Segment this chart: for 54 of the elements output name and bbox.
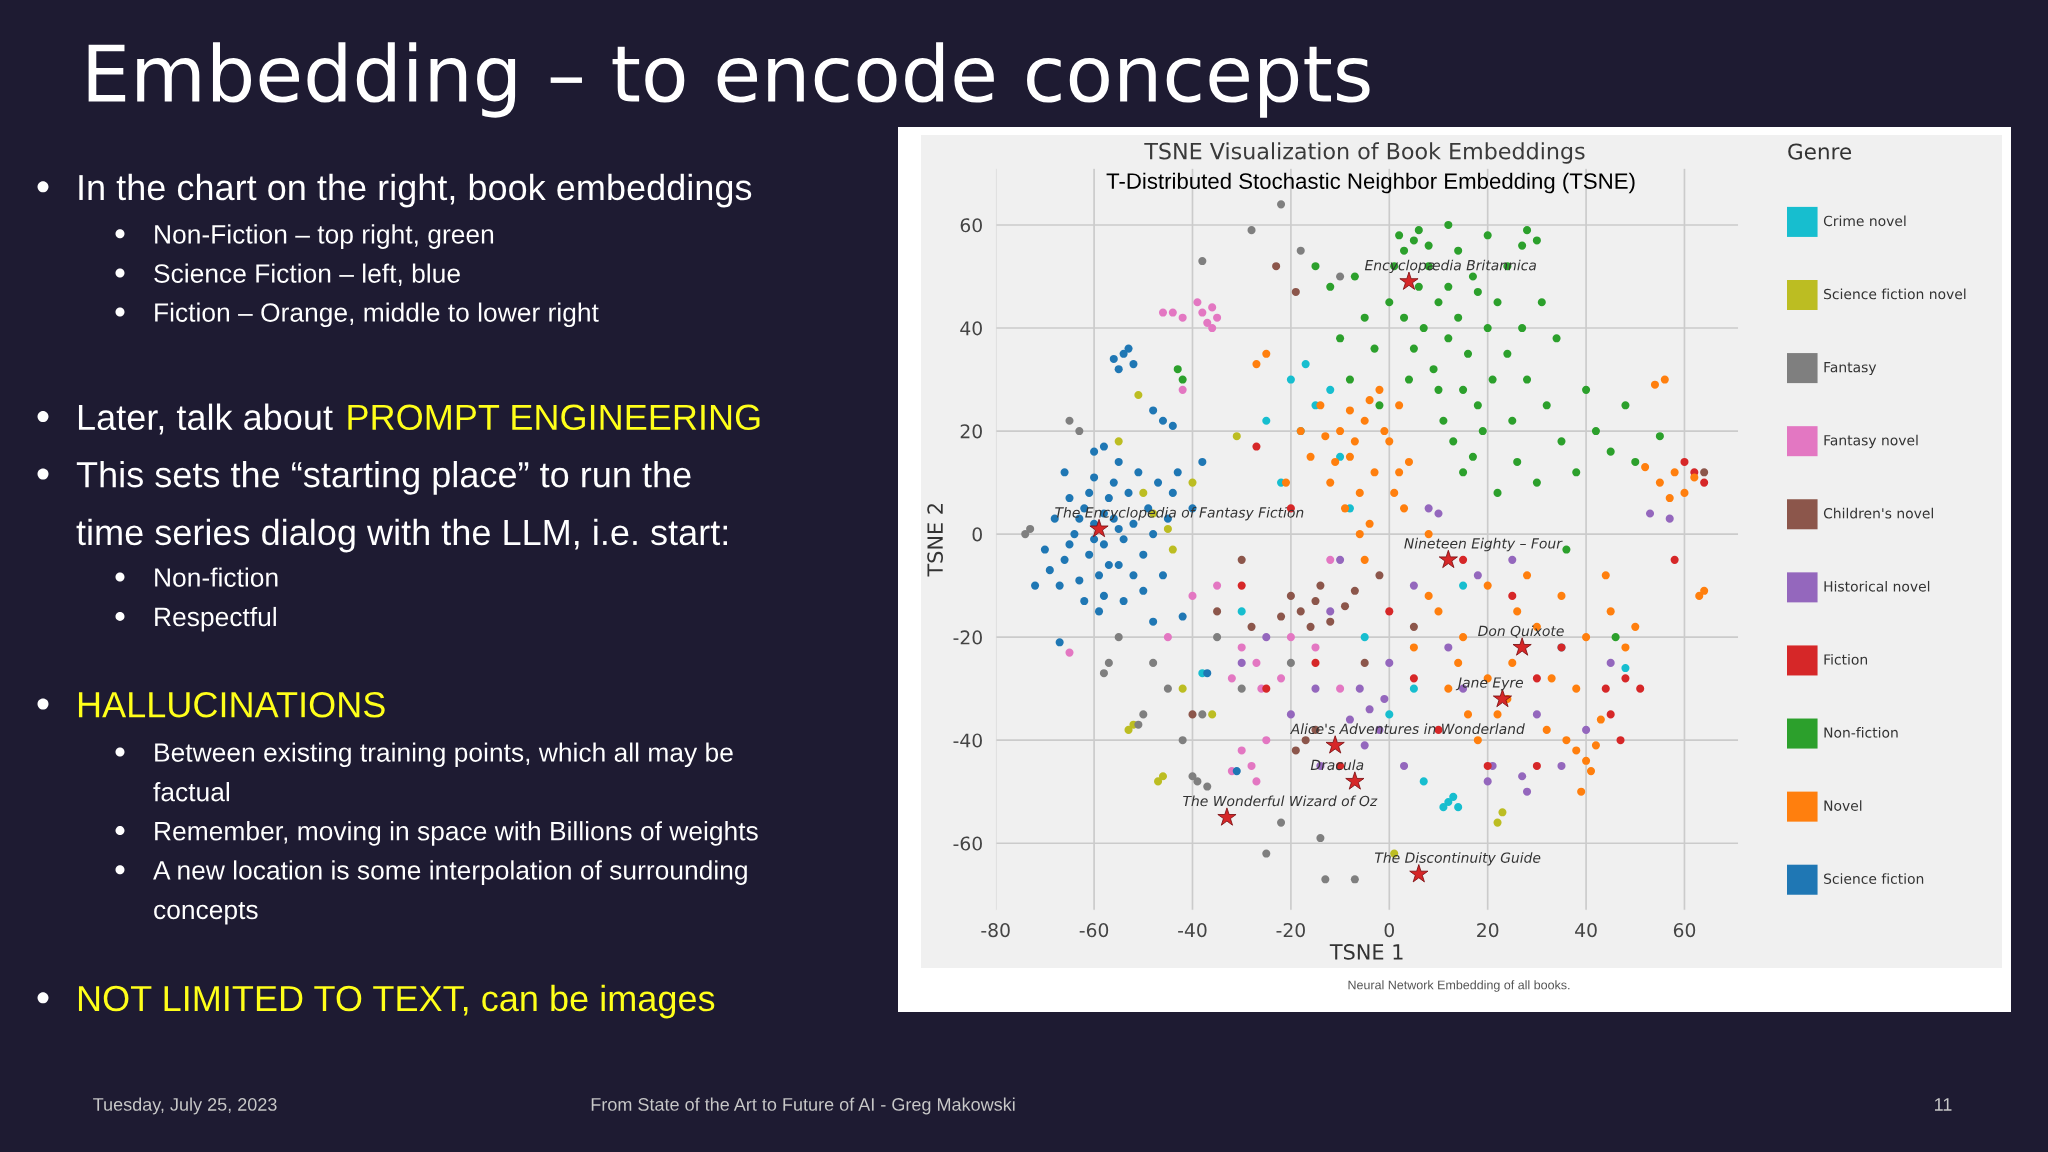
annotation: The Discontinuity Guide	[1374, 852, 1541, 866]
annotation: Jane Eyre	[1455, 677, 1523, 691]
x-tick-label: -60	[1079, 923, 1109, 938]
y-tick-label: 60	[960, 218, 982, 233]
y-tick-label: -40	[953, 733, 982, 748]
text: PROMPT ENGINEERING	[348, 404, 760, 431]
legend-label: Novel	[1824, 800, 1862, 811]
x-tick-label: 20	[1477, 923, 1499, 938]
x-tick-label: 40	[1575, 923, 1597, 938]
annotation: Nineteen Eighty – Four	[1404, 537, 1563, 552]
chart-title: TSNE Visualization of Book Embeddings	[1144, 142, 1585, 164]
legend-label: Fiction	[1824, 653, 1868, 665]
legend-label: Non-fiction	[1824, 727, 1898, 738]
text: Tuesday, July 25, 2023	[93, 1097, 277, 1115]
legend-label: Science fiction novel	[1824, 288, 1966, 300]
x-tick-label: 0	[1384, 923, 1395, 938]
legend-label: Fantasy novel	[1824, 434, 1918, 449]
text: A new location is some interpolation of surrounding concepts	[153, 860, 747, 925]
x-tick-label: -80	[981, 923, 1010, 938]
legend-label: Fantasy	[1824, 362, 1877, 376]
text: Remember, moving in space with Billions of weights	[155, 821, 758, 846]
text: HALLUCINATIONS	[78, 691, 385, 718]
text: Science Fiction – left, blue	[154, 263, 460, 286]
text: 11	[1935, 1098, 1952, 1111]
y-tick-label: -60	[953, 836, 982, 851]
y-tick-label: -20	[953, 630, 982, 645]
legend-label: Crime novel	[1823, 215, 1906, 227]
text: This sets the “starting place” to run the time series dialog with the LLM, i.e. start:	[76, 461, 727, 553]
text: Later, talk about	[78, 403, 333, 435]
y-tick-label: 0	[972, 527, 982, 542]
annotation: The Wonderful Wizard of Oz	[1183, 795, 1378, 807]
chart-subtitle: T-Distributed Stochastic Neighbor Embedding (TSNE)	[1106, 172, 1635, 194]
x-axis-title: TSNE 1	[1329, 943, 1403, 960]
legend-title: Genre	[1788, 143, 1852, 160]
y-axis-title: TSNE 2	[927, 504, 943, 577]
text: NOT LIMITED TO TEXT, can be images	[78, 984, 715, 1019]
text: Embedding – to encode concepts	[88, 42, 1370, 118]
legend-label: Science fiction	[1824, 873, 1924, 884]
x-tick-label: 60	[1673, 923, 1696, 938]
legend-label: Historical novel	[1824, 580, 1930, 592]
text: Non-fiction	[155, 567, 278, 587]
annotation: Don Quixote	[1478, 625, 1564, 638]
text: Neural Network Embedding of all books.	[1348, 980, 1570, 992]
text: In the chart on the right, book embeddings	[79, 173, 752, 208]
x-tick-label: -20	[1276, 923, 1305, 938]
text: From State of the Art to Future of AI - Greg Makowski	[591, 1097, 1015, 1115]
text: Respectful	[155, 606, 276, 632]
text: Between existing training points, which all may be factual	[153, 742, 733, 802]
text: Non-Fiction – top right, green	[155, 224, 494, 249]
legend-label: Children's novel	[1823, 507, 1933, 519]
text: Fiction – Orange, middle to lower right	[155, 302, 599, 328]
y-tick-label: 20	[960, 424, 982, 439]
y-tick-label: 40	[960, 321, 982, 336]
x-tick-label: -40	[1178, 923, 1207, 938]
